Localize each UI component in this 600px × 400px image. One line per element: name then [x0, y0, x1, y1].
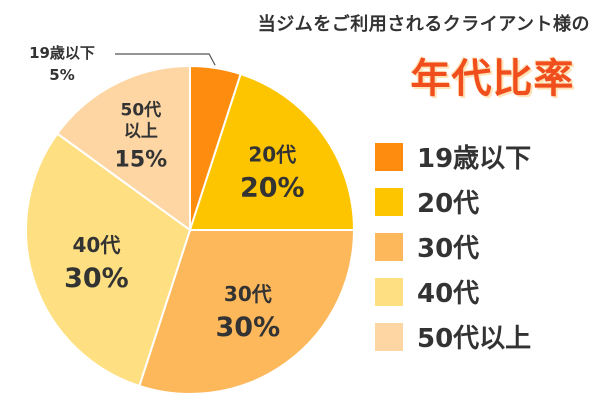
legend-swatch: [375, 187, 403, 216]
legend-swatch: [375, 277, 403, 306]
legend-item-0: 19歳以下: [375, 134, 531, 179]
slice-value-0: 5%: [49, 66, 74, 84]
legend-label: 19歳以下: [417, 144, 532, 174]
slice-value-3: 30%: [64, 263, 129, 294]
pie-slice-1: [188, 72, 356, 231]
pie-slice-4: [55, 64, 191, 232]
legend-label: 20代: [417, 189, 480, 219]
legend-label: 50代以上: [417, 324, 532, 354]
chart-subtitle: 当ジムをご利用されるクライアント様の: [257, 14, 590, 35]
legend: 19歳以下 20代 30代 40代 50代以上: [375, 134, 531, 359]
legend-item-4: 50代以上: [375, 314, 531, 359]
legend-label: 40代: [417, 279, 480, 309]
legend-item-2: 30代: [375, 224, 531, 269]
legend-swatch: [375, 322, 403, 351]
slice-label-0: 19歳以下: [29, 44, 95, 62]
slice-label-2: 30代: [224, 282, 272, 306]
legend-item-3: 40代: [375, 269, 531, 314]
legend-item-1: 20代: [375, 179, 531, 224]
pie-slice-3: [25, 132, 192, 388]
slice-label-1: 20代: [248, 143, 296, 167]
callout-line: [115, 53, 216, 66]
legend-label: 30代: [417, 234, 480, 264]
slice-value-1: 20%: [240, 173, 305, 204]
slice-label-4: 50代: [121, 100, 162, 121]
slice-label-4: 以上: [124, 122, 158, 142]
chart-title: 年代比率: [410, 56, 575, 102]
legend-swatch: [375, 142, 403, 171]
slice-value-2: 30%: [216, 312, 281, 343]
slice-value-4: 15%: [115, 148, 168, 173]
legend-swatch: [375, 232, 403, 261]
slice-label-3: 40代: [72, 233, 120, 257]
pie-slice-2: [138, 229, 356, 395]
